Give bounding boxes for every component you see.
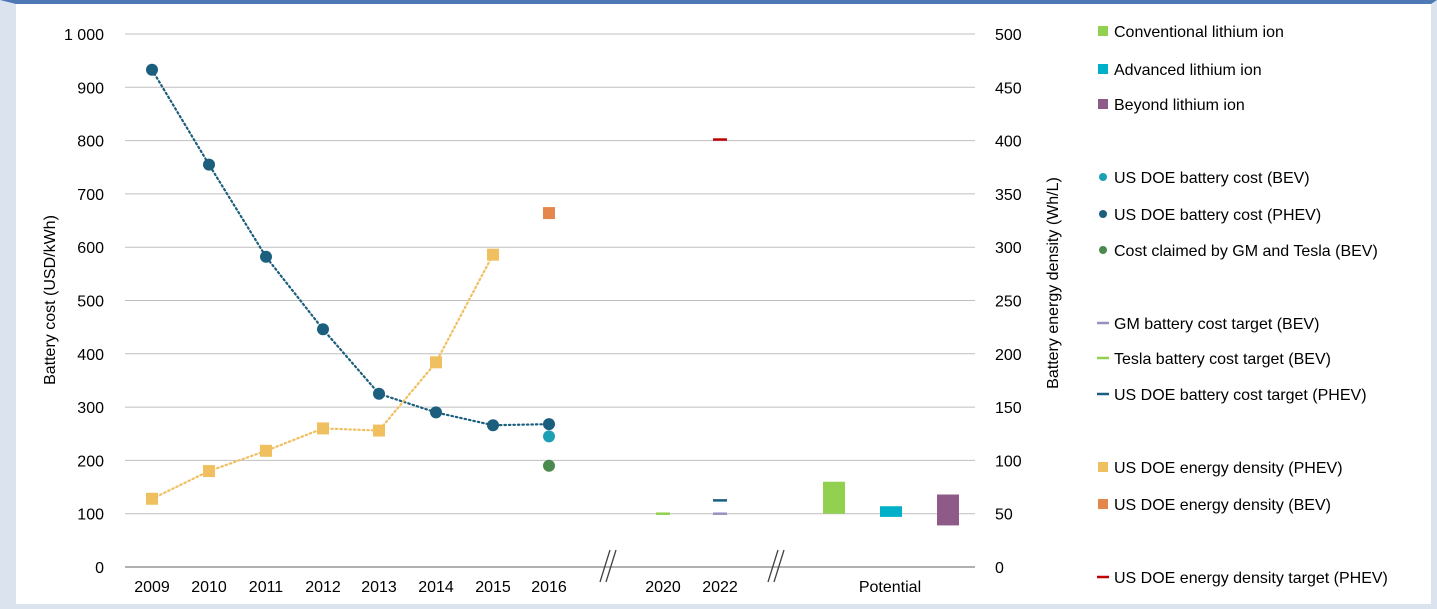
y-left-tick-label: 200: [77, 453, 104, 470]
y-right-tick-label: 300: [995, 240, 1022, 257]
x-tick-label: 2016: [531, 579, 567, 596]
legend-swatch: [1099, 173, 1107, 181]
legend-item-conventional-lithium-ion: Conventional lithium ion: [1098, 24, 1284, 41]
legend-item-gm-battery-cost-target-bev: GM battery cost target (BEV): [1097, 316, 1319, 333]
legend-label: US DOE energy density (PHEV): [1114, 460, 1343, 477]
us-doe-battery-cost-phev-point: [260, 250, 272, 263]
legend-label: GM battery cost target (BEV): [1114, 316, 1319, 333]
legend-item-us-doe-energy-density-target-phev: US DOE energy density target (PHEV): [1097, 570, 1388, 587]
legend-swatch: [1098, 499, 1108, 509]
y-left-tick-label: 0: [95, 560, 104, 577]
legend-item-us-doe-battery-cost-target-phev: US DOE battery cost target (PHEV): [1097, 387, 1367, 404]
us-doe-battery-cost-phev-point: [487, 419, 499, 432]
y-right-tick-label: 250: [995, 294, 1022, 311]
us-doe-battery-cost-phev-point: [203, 158, 215, 171]
us-doe-energy-density-phev-point: [487, 248, 499, 261]
range-bar-advanced-lithium-ion: [880, 506, 902, 517]
legend-swatch: [1099, 210, 1107, 218]
legend-label: US DOE battery cost (PHEV): [1114, 207, 1321, 224]
legend-item-us-doe-battery-cost-bev: US DOE battery cost (BEV): [1099, 170, 1310, 187]
legend-label: Advanced lithium ion: [1114, 62, 1262, 79]
y-right-tick-label: 50: [995, 507, 1013, 524]
legend-swatch: [1099, 246, 1107, 254]
y-right-tick-label: 200: [995, 347, 1022, 364]
us-doe-battery-cost-bev-point: [543, 430, 555, 443]
x-tick-label: 2010: [191, 579, 227, 596]
x-tick-label: 2012: [305, 579, 341, 596]
legend-item-us-doe-battery-cost-phev: US DOE battery cost (PHEV): [1099, 207, 1321, 224]
us-doe-battery-cost-phev-point: [146, 63, 158, 76]
us-doe-energy-density-phev-point: [430, 356, 442, 369]
y-left-tick-label: 700: [77, 187, 104, 204]
x-tick-label: 2014: [418, 579, 454, 596]
legend-label: Tesla battery cost target (BEV): [1114, 351, 1331, 368]
axis-break-mark: [773, 549, 785, 583]
y-left-tick-label: 100: [77, 507, 104, 524]
legend-label: Cost claimed by GM and Tesla (BEV): [1114, 243, 1378, 260]
y-left-tick-label: 300: [77, 400, 104, 417]
x-tick-label: 2015: [475, 579, 511, 596]
x-tick-label: Potential: [859, 579, 921, 596]
range-bar-beyond-lithium-ion: [937, 494, 959, 526]
us-doe-battery-cost-phev-point: [373, 387, 385, 400]
axis-break-mark: [605, 549, 617, 583]
legend-swatch: [1098, 462, 1108, 472]
legend-item-cost-claimed-by-gm-and-tesla-bev: Cost claimed by GM and Tesla (BEV): [1099, 243, 1378, 260]
us-doe-energy-density-phev-point: [146, 492, 158, 505]
y-right-tick-label: 500: [995, 27, 1022, 44]
range-bar-conventional-lithium-ion: [823, 481, 845, 514]
y-right-tick-label: 150: [995, 400, 1022, 417]
legend-item-tesla-battery-cost-target-bev: Tesla battery cost target (BEV): [1097, 351, 1331, 368]
legend-swatch: [1098, 99, 1108, 109]
y-right-tick-label: 400: [995, 134, 1022, 151]
axis-break-mark: [599, 549, 611, 583]
us-doe-energy-density-phev-line: [150, 253, 495, 500]
axis-break-mark: [767, 549, 779, 583]
y-left-axis-title: Battery cost (USD/kWh): [42, 215, 59, 385]
y-right-tick-label: 450: [995, 80, 1022, 97]
x-tick-label: 2011: [249, 579, 284, 596]
legend-label: US DOE battery cost (BEV): [1114, 170, 1310, 187]
x-tick-label: 2009: [134, 579, 170, 596]
y-left-tick-label: 800: [77, 134, 104, 151]
us-doe-battery-cost-phev-point: [543, 418, 555, 431]
us-doe-energy-density-phev-point: [373, 424, 385, 437]
legend-label: Conventional lithium ion: [1114, 24, 1284, 41]
us-doe-energy-density-bev-point: [543, 207, 555, 220]
y-left-tick-label: 400: [77, 347, 104, 364]
legend-label: US DOE energy density (BEV): [1114, 497, 1331, 514]
legend-item-beyond-lithium-ion: Beyond lithium ion: [1098, 97, 1245, 114]
us-doe-battery-cost-phev-line: [150, 68, 551, 427]
legend-label: US DOE energy density target (PHEV): [1114, 570, 1388, 587]
battery-chart: 0 100 200 300 400 500 600 700 800 900 1 000 0 50 100 1…: [42, 24, 1388, 596]
legend-label: US DOE battery cost target (PHEV): [1114, 387, 1367, 404]
y-right-axis-title: Battery energy density (Wh/L): [1045, 177, 1062, 389]
legend-item-us-doe-energy-density-phev: US DOE energy density (PHEV): [1098, 460, 1343, 477]
y-left-tick-label: 600: [77, 240, 104, 257]
y-left-tick-label: 1 000: [64, 27, 104, 44]
x-tick-label: 2013: [361, 579, 397, 596]
us-doe-energy-density-phev-point: [260, 444, 272, 457]
cost-claimed-by-gm-and-tesla-bev-point: [543, 459, 555, 472]
legend-item-us-doe-energy-density-bev: US DOE energy density (BEV): [1098, 497, 1331, 514]
us-doe-energy-density-phev-point: [203, 465, 215, 478]
y-right-tick-label: 350: [995, 187, 1022, 204]
legend-label: Beyond lithium ion: [1114, 97, 1245, 114]
x-tick-label: 2022: [702, 579, 738, 596]
us-doe-battery-cost-phev-point: [317, 323, 329, 336]
y-left-tick-label: 500: [77, 294, 104, 311]
legend-swatch: [1098, 64, 1108, 74]
y-right-tick-label: 0: [995, 560, 1004, 577]
us-doe-energy-density-phev-point: [317, 422, 329, 435]
y-left-tick-label: 900: [77, 80, 104, 97]
x-tick-label: 2020: [645, 579, 681, 596]
us-doe-battery-cost-phev-point: [430, 406, 442, 419]
legend-item-advanced-lithium-ion: Advanced lithium ion: [1098, 62, 1262, 79]
y-right-tick-label: 100: [995, 453, 1022, 470]
legend-swatch: [1098, 26, 1108, 36]
